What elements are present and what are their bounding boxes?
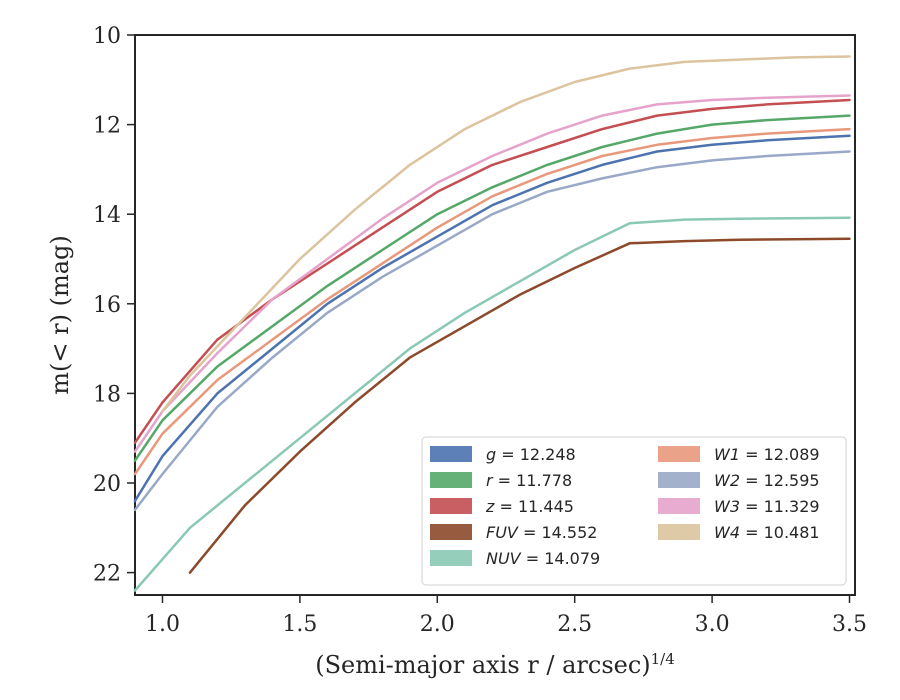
series-line-w2 (133, 150, 851, 512)
legend-label-g: g = 12.248 (486, 445, 576, 464)
y-axis: 10 12 14 16 18 20 22 (93, 24, 135, 587)
x-tick-label: 2.0 (420, 612, 455, 637)
y-tick-label: 14 (93, 203, 121, 228)
legend-swatch-w3 (658, 498, 700, 514)
legend-box (421, 436, 847, 586)
series-line-z (133, 98, 851, 444)
x-axis: 1.0 1.5 2.0 2.5 3.0 3.5 (145, 595, 867, 637)
legend-label-nuv: NUV = 14.079 (486, 549, 600, 568)
legend-label-w1: W1 = 12.089 (714, 445, 820, 464)
series-line-w4 (161, 55, 851, 413)
series-line-w1 (133, 127, 851, 476)
legend-swatch-w2 (658, 472, 700, 488)
y-tick-label: 16 (93, 293, 121, 318)
x-tick-label: 3.5 (832, 612, 867, 637)
plot-frame (134, 34, 856, 596)
x-tick-label: 2.5 (557, 612, 592, 637)
y-tick-label: 22 (93, 562, 121, 587)
legend-label-w3: W3 = 11.329 (714, 497, 820, 516)
legend-label-z: z = 11.445 (485, 497, 574, 516)
series-line-r (133, 114, 851, 462)
series-line-g (133, 134, 851, 503)
legend-swatch-r (430, 472, 472, 488)
legend-swatch-w1 (658, 446, 700, 462)
legend-swatch-w4 (658, 524, 700, 540)
series-layer (133, 55, 851, 592)
y-tick-label: 12 (93, 114, 121, 139)
legend-label-r: r = 11.778 (486, 471, 572, 490)
legend: g = 12.248 r = 11.778 z = 11.445 FUV = 14.5… (421, 436, 847, 586)
y-tick-label: 20 (93, 472, 121, 497)
x-tick-label: 1.5 (282, 612, 317, 637)
legend-swatch-g (430, 446, 472, 462)
series-line-nuv (133, 216, 851, 592)
y-tick-label: 10 (93, 24, 121, 49)
legend-label-fuv: FUV = 14.552 (486, 523, 597, 542)
x-tick-label: 1.0 (145, 612, 180, 637)
x-axis-label-exponent: 1/4 (651, 650, 675, 668)
legend-swatch-fuv (430, 524, 472, 540)
legend-swatch-nuv (430, 550, 472, 566)
y-tick-label: 18 (93, 382, 121, 407)
legend-label-w2: W2 = 12.595 (714, 471, 820, 490)
series-line-fuv (188, 237, 851, 574)
series-line-w3 (133, 94, 851, 453)
legend-swatch-z (430, 498, 472, 514)
legend-label-w4: W4 = 10.481 (714, 523, 820, 542)
x-tick-label: 3.0 (695, 612, 730, 637)
x-axis-label: (Semi-major axis r / arcsec)1/4 (315, 650, 675, 679)
y-axis-label: m(< r) (mag) (46, 235, 74, 394)
